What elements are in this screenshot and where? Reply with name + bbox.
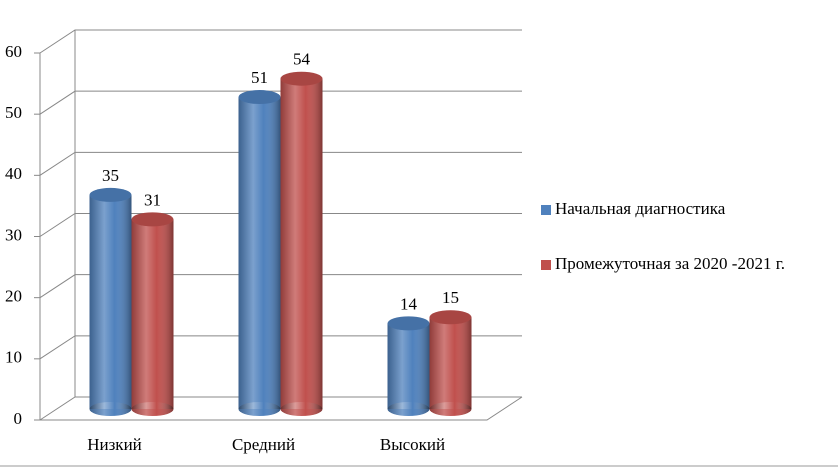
value-label: 54: [293, 50, 311, 69]
legend-label: Начальная диагностика: [555, 199, 726, 218]
bar-top: [131, 212, 174, 227]
bar-top: [429, 310, 472, 325]
value-label: 51: [251, 68, 268, 87]
value-label: 35: [102, 166, 119, 185]
y-tick-label: 0: [14, 409, 23, 428]
y-tick-label: 10: [5, 348, 22, 367]
bar-shade: [280, 78, 323, 409]
y-tick-label: 60: [5, 42, 22, 61]
bar-top-shade: [387, 316, 430, 331]
bar-shade: [429, 317, 472, 409]
legend-swatch: [541, 205, 551, 215]
bar-shade: [131, 219, 174, 409]
bar-top-shade: [131, 212, 174, 227]
bar-shade: [238, 97, 281, 410]
bar-top: [238, 90, 281, 105]
grid-line: [39, 151, 522, 176]
bar-top-shade: [238, 90, 281, 105]
value-label: 15: [442, 288, 459, 307]
bar-shade: [89, 194, 132, 409]
bar-top: [387, 316, 430, 331]
y-tick-label: 30: [5, 225, 22, 244]
grid-line: [39, 335, 522, 360]
grid-line: [39, 29, 522, 54]
floor: [40, 396, 523, 421]
legend-label: Промежуточная за 2020 -2021 г.: [555, 254, 785, 273]
value-label: 31: [144, 190, 161, 209]
y-tick-label: 50: [5, 103, 22, 122]
bar-top-shade: [280, 71, 323, 86]
grid-line: [39, 213, 522, 237]
bar-top-shade: [89, 187, 132, 202]
bar-shade: [387, 323, 430, 409]
legend-swatch: [541, 260, 551, 270]
x-tick-label: Высокий: [380, 435, 445, 454]
y-tick-label: 20: [5, 287, 22, 306]
bar-top: [89, 187, 132, 202]
bar-top-shade: [429, 310, 472, 325]
x-tick-label: Средний: [232, 435, 295, 454]
grid-line: [39, 396, 522, 421]
x-tick-label: Низкий: [87, 435, 142, 454]
bar-top: [280, 71, 323, 86]
y-tick-label: 40: [5, 164, 22, 183]
value-label: 14: [400, 294, 418, 313]
grid-line: [39, 274, 522, 299]
grid-line: [39, 90, 522, 115]
